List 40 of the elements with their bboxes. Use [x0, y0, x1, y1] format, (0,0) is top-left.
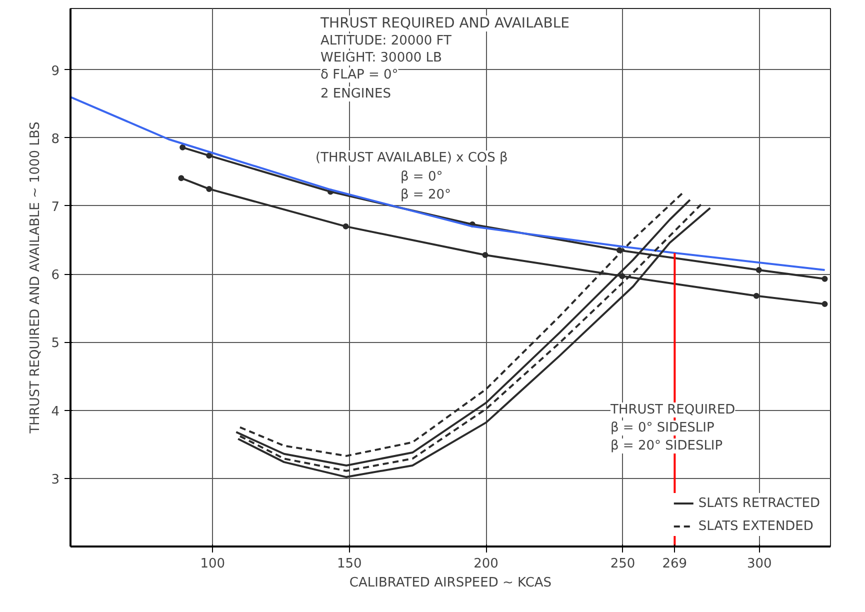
annotation: 2 ENGINES	[320, 86, 391, 102]
legend-label: SLATS RETRACTED	[698, 496, 820, 510]
annotation: β = 0° SIDESLIP	[610, 420, 714, 436]
point	[342, 223, 349, 230]
annotation: β = 0°	[400, 170, 443, 184]
x-tick-label: 300	[747, 556, 772, 572]
y-tick-label: 7	[51, 200, 60, 215]
y-tick-label: 9	[51, 64, 60, 79]
point	[178, 175, 184, 182]
legend-label: SLATS EXTENDED	[698, 518, 814, 534]
annotation: β = 20° SIDESLIP	[610, 438, 723, 454]
x-tick-label: 150	[336, 556, 362, 572]
x-tick-label: 200	[474, 556, 498, 572]
annotation: (THRUST AVAILABLE) x COS β	[316, 150, 508, 166]
x-axis-title: CALIBRATED AIRSPEED ~ KCAS	[349, 576, 552, 590]
x-tick-label: 100	[200, 556, 226, 572]
y-tick-label: 3	[51, 472, 60, 488]
point	[822, 276, 828, 282]
point	[753, 292, 760, 299]
y-tick-label: 5	[51, 336, 60, 352]
x-tick-label: 250	[610, 556, 636, 572]
y-tick-label: 6	[51, 268, 60, 284]
point	[822, 301, 828, 308]
point	[756, 267, 762, 274]
point	[619, 273, 626, 280]
point	[180, 144, 186, 150]
point	[482, 252, 488, 258]
y-tick-label: 8	[51, 132, 60, 147]
x-tick-label: 269	[662, 556, 688, 572]
y-tick-label: 4	[51, 404, 60, 420]
annotation: THRUST REQUIRED	[610, 402, 736, 418]
point	[206, 186, 212, 192]
text: THRUST REQUIRED AND AVAILABLE	[320, 16, 570, 32]
point	[206, 152, 212, 159]
annotation: β = 20°	[400, 188, 451, 202]
y-axis-title: THRUST REQUIRED AND AVAILABLE ~ 1000 LBS	[28, 122, 44, 434]
annotation: δ FLAP = 0°	[320, 68, 398, 82]
line-series	[70, 96, 826, 272]
annotation: WEIGHT: 30000 LB	[320, 50, 442, 66]
annotation: ALTITUDE: 20000 FT	[320, 34, 452, 48]
